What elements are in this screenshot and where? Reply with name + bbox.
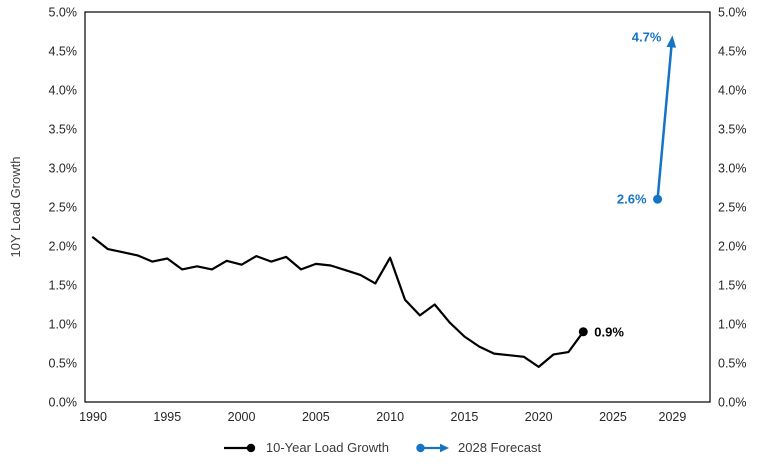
x-axis-tick-label: 2025 bbox=[599, 410, 627, 424]
y-axis-tick-label-right: 1.0% bbox=[718, 318, 747, 332]
y-axis-tick-label-right: 3.5% bbox=[718, 123, 747, 137]
forecast-arrowhead bbox=[666, 35, 677, 48]
legend-label-forecast: 2028 Forecast bbox=[458, 440, 542, 455]
forecast-arrow-line bbox=[656, 44, 673, 201]
y-axis-tick-label-left: 2.0% bbox=[49, 240, 78, 254]
legend-label-load-growth: 10-Year Load Growth bbox=[265, 440, 389, 455]
y-axis-tick-label-left: 5.0% bbox=[49, 6, 78, 20]
y-axis-tick-label-left: 3.5% bbox=[49, 123, 78, 137]
forecast-start-value-label: 2.6% bbox=[617, 192, 647, 207]
y-axis-tick-label-left: 0.0% bbox=[49, 396, 78, 410]
line-end-point-marker bbox=[578, 327, 588, 337]
load-growth-chart: 0.0% 0.0% 0.5% 0.5% 1.0% 1.0% 1.5% 1.5% 2.0% 2.0%… bbox=[8, 6, 747, 425]
legend-item-load-growth: 10-Year Load Growth bbox=[223, 440, 389, 455]
chart-legend: 10-Year Load Growth 2028 Forecast bbox=[0, 440, 764, 455]
x-axis-tick-label: 2029 bbox=[659, 410, 687, 424]
x-axis-tick-label: 2015 bbox=[451, 410, 479, 424]
y-axis-tick-label-right: 1.5% bbox=[718, 279, 747, 293]
y-axis-tick-label-left: 1.0% bbox=[49, 318, 78, 332]
x-axis-tick-label: 2005 bbox=[302, 410, 330, 424]
y-axis-title: 10Y Load Growth bbox=[8, 157, 23, 258]
y-axis-tick-label-left: 4.5% bbox=[49, 45, 78, 59]
x-axis-tick-label: 2010 bbox=[376, 410, 404, 424]
y-axis-tick-label-left: 2.5% bbox=[49, 201, 78, 215]
y-axis-tick-label-right: 2.0% bbox=[718, 240, 747, 254]
end-value-label: 0.9% bbox=[594, 324, 624, 339]
legend-item-forecast: 2028 Forecast bbox=[415, 440, 541, 455]
dot-arrow-marker-icon bbox=[416, 443, 449, 452]
x-axis-tick-label: 1995 bbox=[153, 410, 181, 424]
x-axis-tick-label: 2020 bbox=[525, 410, 553, 424]
forecast-end-value-label: 4.7% bbox=[632, 29, 662, 44]
y-axis-tick-label-left: 1.5% bbox=[49, 279, 78, 293]
line-dot-marker-icon bbox=[223, 443, 256, 452]
y-axis-tick-label-right: 5.0% bbox=[718, 6, 747, 20]
y-axis-tick-label-right: 4.5% bbox=[718, 45, 747, 59]
y-axis-tick-label-right: 2.5% bbox=[718, 201, 747, 215]
y-axis-tick-label-left: 0.5% bbox=[49, 357, 78, 371]
load-growth-line bbox=[91, 236, 585, 368]
plot-area-border bbox=[84, 11, 711, 403]
x-axis-tick-label: 2000 bbox=[228, 410, 256, 424]
forecast-start-point-marker bbox=[653, 194, 663, 204]
y-axis-tick-label-right: 0.0% bbox=[718, 396, 747, 410]
y-axis-tick-label-right: 3.0% bbox=[718, 162, 747, 176]
y-axis-tick-label-left: 3.0% bbox=[49, 162, 78, 176]
x-axis-tick-label: 1990 bbox=[79, 410, 107, 424]
y-axis-tick-label-left: 4.0% bbox=[49, 84, 78, 98]
y-axis-tick-label-right: 4.0% bbox=[718, 84, 747, 98]
y-axis-tick-label-right: 0.5% bbox=[718, 357, 747, 371]
